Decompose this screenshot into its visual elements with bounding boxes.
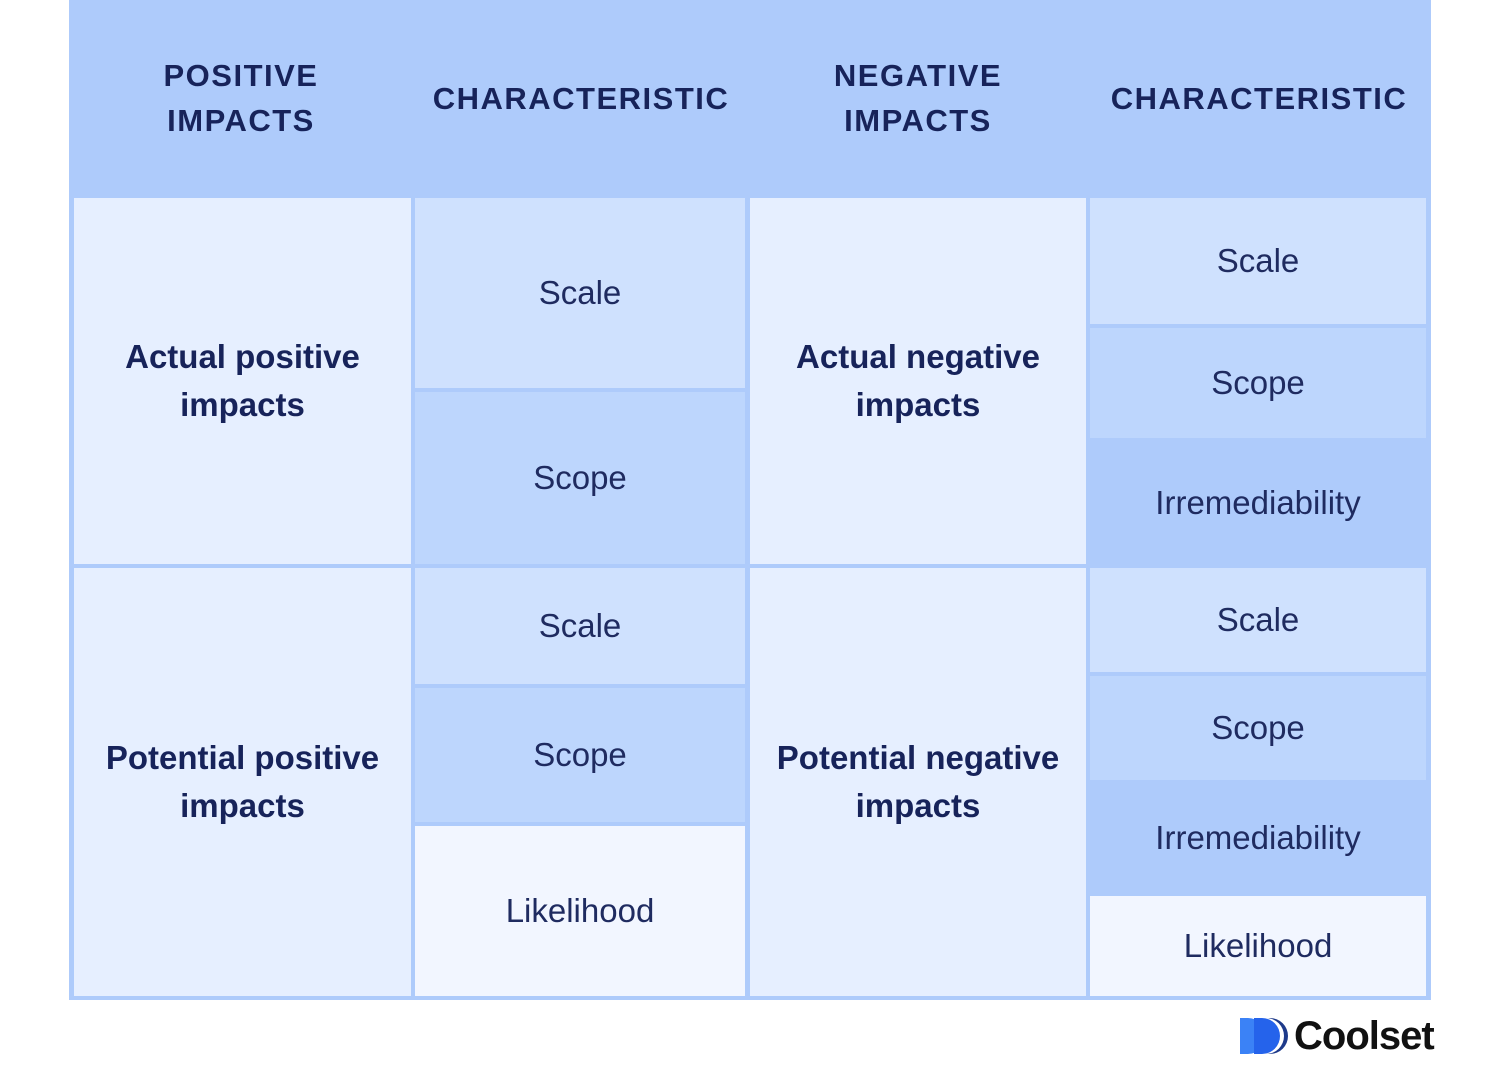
characteristic-potential-negative-likelihood: Likelihood: [1090, 896, 1426, 996]
category-actual-negative: Actual negative impacts: [750, 198, 1086, 564]
characteristic-actual-positive-scope: Scope: [415, 392, 745, 564]
characteristic-potential-negative-irremediability: Irremediability: [1090, 784, 1426, 892]
characteristic-potential-positive-scale: Scale: [415, 568, 745, 684]
characteristic-actual-negative-scale: Scale: [1090, 198, 1426, 324]
coolset-logo-icon: [1240, 1018, 1288, 1054]
characteristic-potential-negative-scale: Scale: [1090, 568, 1426, 672]
category-actual-positive: Actual positive impacts: [74, 198, 411, 564]
coolset-logo: Coolset: [1240, 1013, 1435, 1058]
characteristic-potential-negative-scope: Scope: [1090, 676, 1426, 780]
brand-name: Coolset: [1294, 1013, 1435, 1058]
characteristic-actual-positive-scale: Scale: [415, 198, 745, 388]
characteristic-potential-positive-scope: Scope: [415, 688, 745, 822]
characteristic-potential-positive-likelihood: Likelihood: [415, 826, 745, 996]
characteristic-actual-negative-scope: Scope: [1090, 328, 1426, 438]
impact-matrix: POSITIVE IMPACTS CHARACTERISTIC NEGATIVE…: [69, 0, 1431, 1000]
header-positive-impacts: POSITIVE IMPACTS: [163, 58, 319, 138]
header-negative-impacts: NEGATIVE IMPACTS: [833, 58, 1003, 138]
category-potential-positive: Potential positive impacts: [74, 568, 411, 996]
characteristic-actual-negative-irremediability: Irremediability: [1090, 442, 1426, 564]
header-characteristic-positive: CHARACTERISTIC: [432, 80, 730, 116]
header-characteristic-negative: CHARACTERISTIC: [1110, 80, 1408, 116]
category-potential-negative: Potential negative impacts: [750, 568, 1086, 996]
